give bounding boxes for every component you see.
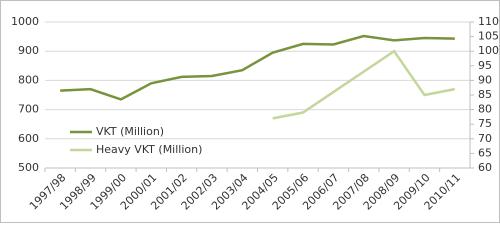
y2-tick-label: 85 xyxy=(478,88,492,101)
y2-tick-label: 100 xyxy=(478,44,499,57)
y2-tick-label: 105 xyxy=(478,30,499,43)
y2-tick-label: 70 xyxy=(478,132,492,145)
y-tick-label: 600 xyxy=(18,132,39,145)
y2-tick-label: 80 xyxy=(478,103,492,116)
legend-label: Heavy VKT (Million) xyxy=(96,143,202,156)
y-tick-label: 900 xyxy=(18,44,39,57)
y2-tick-label: 95 xyxy=(478,59,492,72)
y2-tick-label: 65 xyxy=(478,146,492,159)
y-tick-label: 700 xyxy=(18,103,39,116)
data-line xyxy=(272,49,456,120)
y2-tick-label: 110 xyxy=(478,15,499,28)
data-line xyxy=(60,34,455,101)
y-tick-label: 1000 xyxy=(11,15,39,28)
y-tick-label: 500 xyxy=(18,161,39,174)
legend-label: VKT (Million) xyxy=(96,125,164,138)
y2-tick-label: 90 xyxy=(478,73,492,86)
y2-tick-label: 75 xyxy=(478,117,492,130)
y-tick-label: 800 xyxy=(18,73,39,86)
y2-tick-label: 60 xyxy=(478,161,492,174)
